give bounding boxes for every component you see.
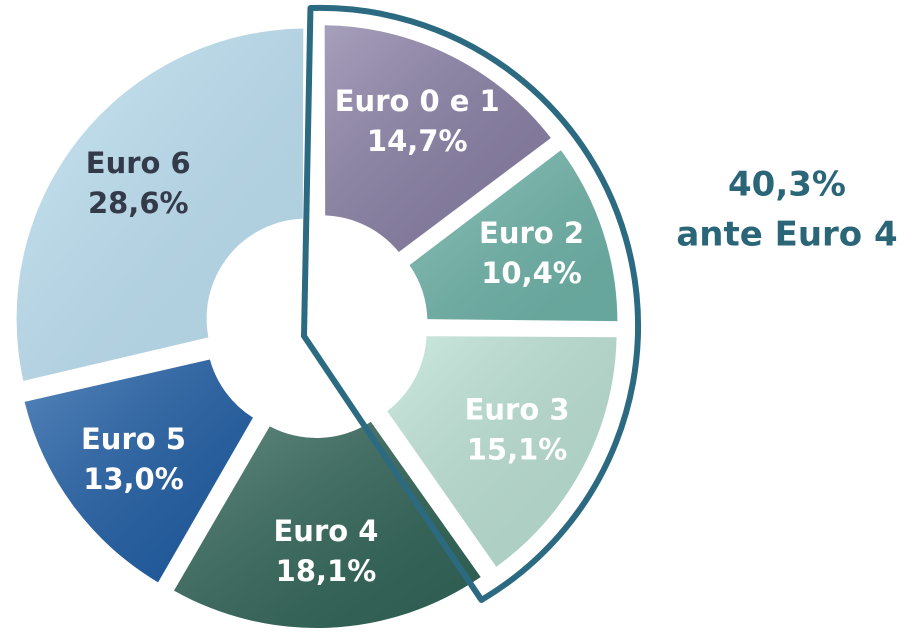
slice-shade bbox=[324, 25, 551, 253]
slice-value: 28,6% bbox=[88, 186, 189, 220]
slice-label: Euro 5 bbox=[81, 422, 186, 456]
slice-label: Euro 0 e 1 bbox=[335, 84, 500, 118]
slice-value: 10,4% bbox=[481, 256, 582, 290]
slice-value: 15,1% bbox=[467, 432, 568, 466]
slice-label: Euro 2 bbox=[479, 216, 584, 250]
slice-shade bbox=[24, 359, 253, 583]
annotation: ante Euro 4 bbox=[676, 215, 897, 255]
slice-value: 14,7% bbox=[367, 124, 468, 158]
slice-shade bbox=[387, 336, 617, 567]
slice-label: Euro 6 bbox=[86, 146, 191, 180]
slice-shade bbox=[409, 150, 618, 322]
slice-shade bbox=[16, 28, 304, 381]
highlight-outline bbox=[301, 4, 642, 603]
slice-label: Euro 3 bbox=[465, 392, 570, 426]
slice-value: 13,0% bbox=[83, 462, 184, 496]
slice-value: 18,1% bbox=[276, 554, 377, 588]
slice-shade bbox=[174, 421, 481, 628]
annotation: 40,3% bbox=[728, 165, 846, 205]
slice-label: Euro 4 bbox=[274, 514, 379, 548]
